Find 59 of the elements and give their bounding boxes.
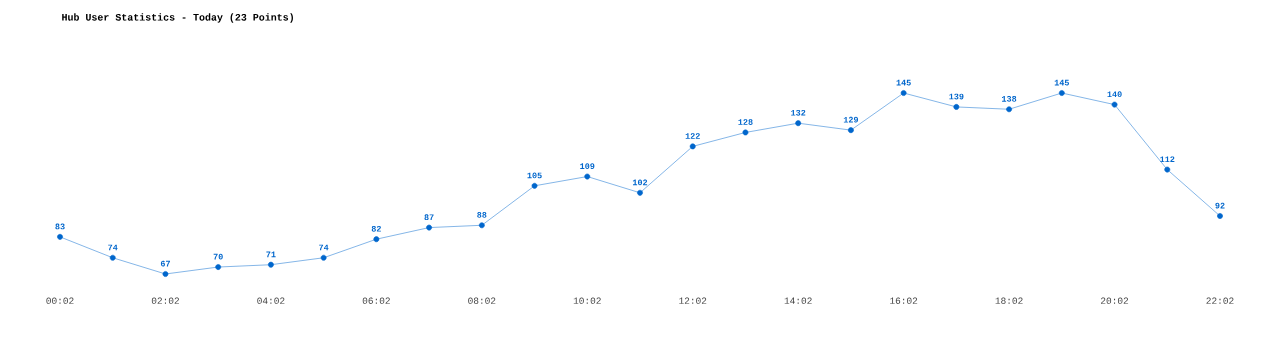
point	[426, 224, 432, 231]
data-label: 74	[319, 244, 329, 251]
data-label: 92	[1215, 202, 1225, 209]
point	[57, 233, 63, 240]
data-label: 128	[738, 119, 753, 125]
point	[1217, 213, 1223, 219]
data-label: 112	[1160, 156, 1175, 163]
data-label: 132	[791, 109, 806, 116]
data-label: 109	[580, 163, 595, 170]
point	[373, 236, 380, 243]
data-label: 145	[896, 79, 911, 86]
point	[1164, 166, 1171, 173]
x-tick-label: 16:02	[890, 297, 918, 304]
data-label: 138	[1002, 95, 1017, 102]
x-tick-label: 18:02	[995, 297, 1023, 304]
point	[1111, 101, 1118, 108]
point	[478, 222, 485, 229]
point	[848, 127, 854, 134]
x-tick-label: 20:02	[1101, 297, 1129, 304]
data-label: 87	[424, 214, 434, 221]
x-tick-label: 10:02	[573, 297, 601, 304]
x-tick-label: 00:02	[46, 297, 74, 304]
point	[1058, 90, 1065, 96]
chart-title: Hub User Statistics - Today (23 Points)	[62, 13, 293, 23]
point	[795, 120, 802, 127]
x-tick-label: 22:02	[1206, 297, 1234, 304]
data-label: 105	[527, 172, 542, 179]
data-label: 67	[160, 260, 170, 267]
data-label: 102	[632, 179, 648, 186]
data-label: 82	[371, 225, 381, 232]
point	[1006, 106, 1012, 113]
x-tick-label: 12:02	[679, 297, 707, 304]
point	[584, 173, 591, 180]
point	[268, 261, 274, 268]
x-tick-label: 14:02	[784, 297, 812, 304]
x-tick-label: 06:02	[362, 297, 390, 304]
data-label: 88	[477, 212, 487, 218]
x-tick-label: 04:02	[257, 297, 285, 304]
data-label: 83	[55, 223, 65, 230]
point	[162, 271, 169, 277]
point	[953, 104, 960, 110]
point	[742, 129, 749, 136]
data-label: 70	[213, 253, 223, 260]
point	[900, 90, 907, 96]
data-label: 122	[685, 133, 700, 139]
data-label: 129	[843, 116, 859, 123]
point	[215, 264, 222, 270]
data-label: 139	[949, 93, 964, 100]
data-label: 145	[1054, 79, 1069, 86]
point	[637, 189, 643, 196]
point	[320, 254, 327, 261]
data-label: 71	[266, 251, 276, 258]
point	[531, 182, 538, 189]
x-tick-label: 08:02	[468, 297, 496, 304]
data-label: 140	[1107, 91, 1122, 98]
point	[109, 254, 116, 261]
point	[689, 143, 696, 150]
data-label: 74	[108, 244, 118, 251]
x-tick-label: 02:02	[151, 297, 179, 304]
